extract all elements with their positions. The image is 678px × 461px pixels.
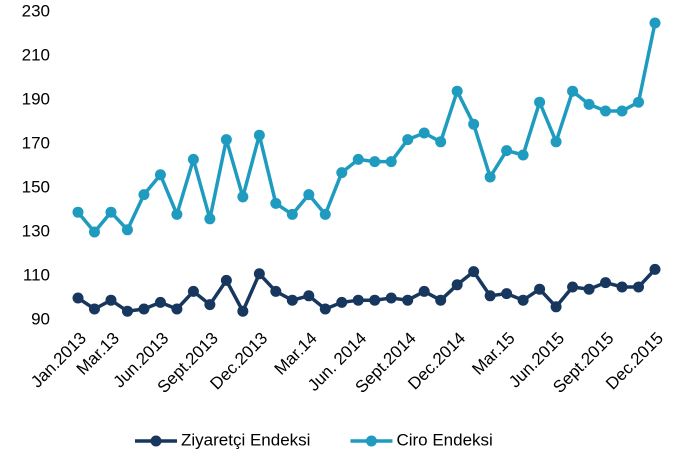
legend-item: Ciro Endeksi bbox=[350, 430, 493, 449]
y-tick-label: 110 bbox=[23, 265, 50, 284]
point bbox=[303, 290, 315, 302]
point bbox=[484, 290, 496, 302]
point bbox=[435, 136, 447, 148]
point bbox=[187, 153, 199, 165]
point bbox=[253, 129, 265, 141]
point bbox=[237, 191, 249, 203]
point bbox=[154, 296, 166, 308]
point bbox=[517, 294, 529, 306]
point bbox=[319, 208, 331, 220]
series-line bbox=[76, 22, 657, 235]
point bbox=[220, 134, 232, 146]
point bbox=[88, 226, 100, 238]
point bbox=[451, 279, 463, 291]
point bbox=[534, 283, 546, 295]
point bbox=[352, 153, 364, 165]
point bbox=[468, 118, 480, 130]
point bbox=[204, 213, 216, 225]
point bbox=[583, 283, 595, 295]
y-tick-label: 190 bbox=[22, 89, 50, 108]
point bbox=[418, 285, 430, 297]
point bbox=[402, 294, 414, 306]
point bbox=[72, 292, 84, 304]
point bbox=[616, 281, 628, 293]
point bbox=[402, 134, 414, 146]
legend-marker bbox=[150, 435, 162, 447]
point bbox=[451, 85, 463, 97]
point bbox=[121, 305, 133, 317]
point bbox=[369, 156, 381, 168]
y-tick-label: 90 bbox=[31, 309, 50, 328]
point bbox=[567, 85, 579, 97]
point bbox=[501, 288, 513, 300]
point bbox=[534, 96, 546, 108]
point bbox=[72, 206, 84, 218]
point bbox=[583, 98, 595, 110]
point bbox=[270, 197, 282, 209]
legend-label: Ciro Endeksi bbox=[396, 430, 492, 449]
point bbox=[501, 145, 513, 157]
point bbox=[154, 169, 166, 181]
point bbox=[138, 189, 150, 201]
legend-marker bbox=[365, 435, 377, 447]
point bbox=[633, 96, 645, 108]
y-tick-label: 150 bbox=[22, 177, 50, 196]
point bbox=[600, 277, 612, 289]
legend-label: Ziyaretçi Endeksi bbox=[181, 430, 310, 449]
point bbox=[616, 105, 628, 117]
point bbox=[484, 171, 496, 183]
point bbox=[600, 105, 612, 117]
point bbox=[567, 281, 579, 293]
point bbox=[105, 206, 117, 218]
point bbox=[418, 127, 430, 139]
point bbox=[270, 285, 282, 297]
point bbox=[187, 285, 199, 297]
point bbox=[138, 303, 150, 315]
point bbox=[517, 149, 529, 161]
point bbox=[633, 281, 645, 293]
y-tick-label: 210 bbox=[22, 45, 50, 64]
point bbox=[121, 224, 133, 236]
point bbox=[369, 294, 381, 306]
y-tick-label: 170 bbox=[22, 133, 50, 152]
point bbox=[336, 167, 348, 179]
point bbox=[550, 136, 562, 148]
point bbox=[385, 292, 397, 304]
point bbox=[649, 17, 661, 29]
point bbox=[220, 274, 232, 286]
point bbox=[286, 294, 298, 306]
point bbox=[237, 305, 249, 317]
point bbox=[319, 303, 331, 315]
point bbox=[468, 266, 480, 278]
point bbox=[88, 303, 100, 315]
y-tick-label: 130 bbox=[22, 221, 50, 240]
point bbox=[204, 299, 216, 311]
point bbox=[385, 156, 397, 168]
point bbox=[352, 294, 364, 306]
point bbox=[286, 208, 298, 220]
point bbox=[336, 296, 348, 308]
y-tick-label: 230 bbox=[22, 1, 50, 20]
point bbox=[649, 263, 661, 275]
point bbox=[550, 301, 562, 313]
point bbox=[171, 303, 183, 315]
point bbox=[303, 189, 315, 201]
point bbox=[253, 268, 265, 280]
legend-item: Ziyaretçi Endeksi bbox=[135, 430, 310, 449]
point bbox=[171, 208, 183, 220]
point bbox=[435, 294, 447, 306]
point bbox=[105, 294, 117, 306]
